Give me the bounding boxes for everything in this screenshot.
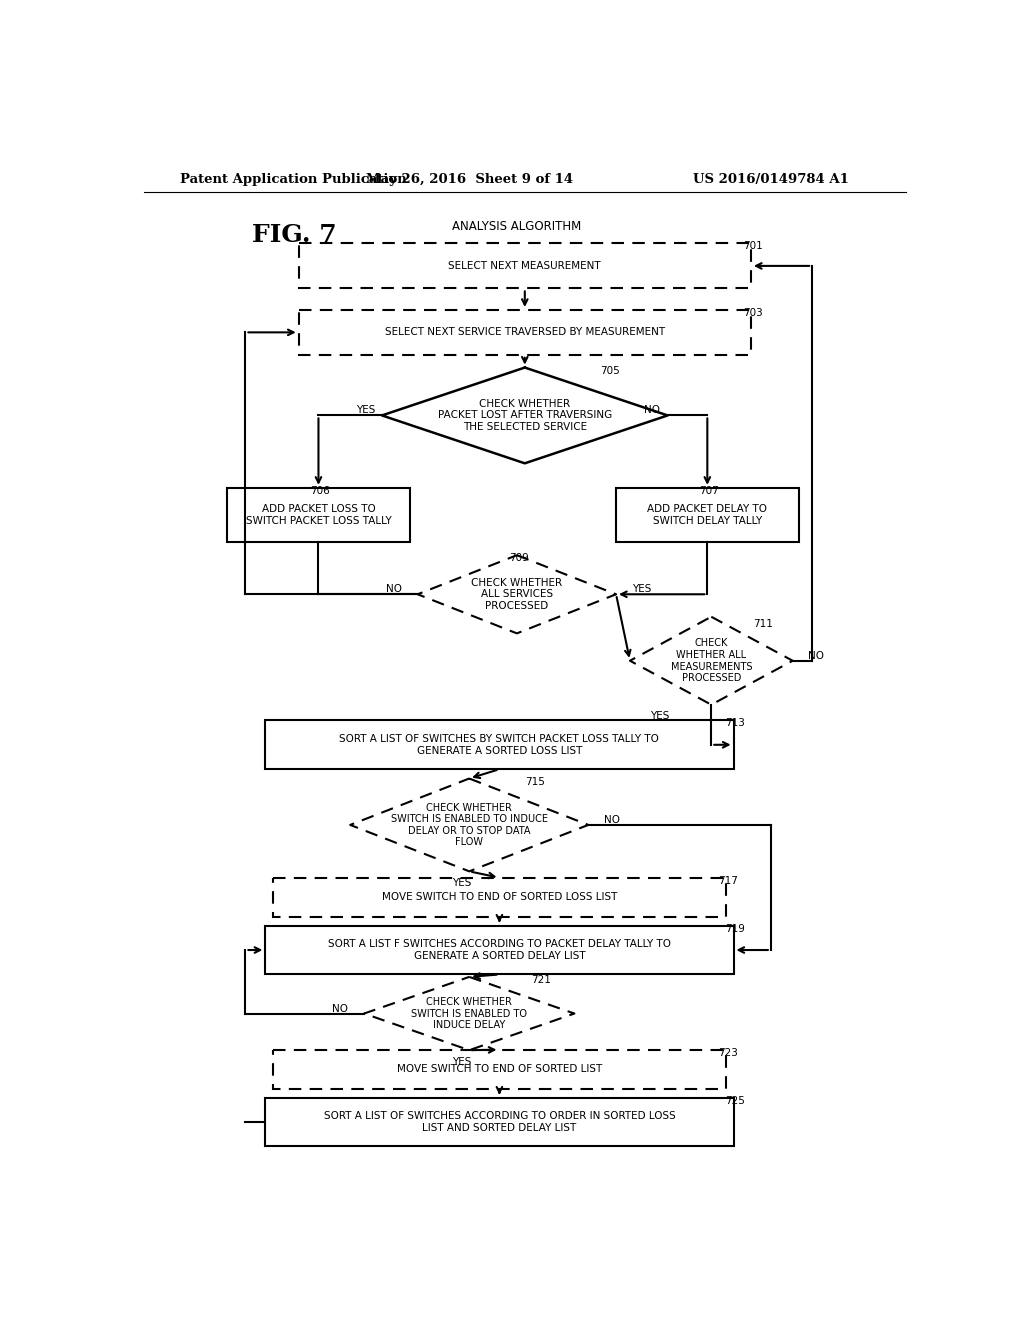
Text: Patent Application Publication: Patent Application Publication xyxy=(179,173,407,186)
Bar xyxy=(273,878,726,917)
Text: CHECK WHETHER
SWITCH IS ENABLED TO
INDUCE DELAY: CHECK WHETHER SWITCH IS ENABLED TO INDUC… xyxy=(412,997,527,1030)
Text: YES: YES xyxy=(632,585,651,594)
Bar xyxy=(265,1098,733,1147)
Text: FIG. 7: FIG. 7 xyxy=(252,223,337,247)
Text: CHECK WHETHER
PACKET LOST AFTER TRAVERSING
THE SELECTED SERVICE: CHECK WHETHER PACKET LOST AFTER TRAVERSI… xyxy=(437,399,612,432)
Text: US 2016/0149784 A1: US 2016/0149784 A1 xyxy=(693,173,849,186)
Text: ANALYSIS ALGORITHM: ANALYSIS ALGORITHM xyxy=(453,220,582,234)
Text: 713: 713 xyxy=(726,718,745,729)
Text: SELECT NEXT MEASUREMENT: SELECT NEXT MEASUREMENT xyxy=(449,261,601,271)
Text: 721: 721 xyxy=(530,975,551,985)
Text: YES: YES xyxy=(356,404,376,414)
Text: NO: NO xyxy=(604,814,621,825)
Text: NO: NO xyxy=(332,1003,348,1014)
Bar xyxy=(299,243,751,288)
Text: 711: 711 xyxy=(753,619,773,628)
Text: 719: 719 xyxy=(726,924,745,933)
Bar xyxy=(273,1049,726,1089)
Text: 715: 715 xyxy=(524,776,545,787)
Text: CHECK WHETHER
ALL SERVICES
PROCESSED: CHECK WHETHER ALL SERVICES PROCESSED xyxy=(471,578,562,611)
Bar xyxy=(227,488,410,543)
Text: CHECK WHETHER
SWITCH IS ENABLED TO INDUCE
DELAY OR TO STOP DATA
FLOW: CHECK WHETHER SWITCH IS ENABLED TO INDUC… xyxy=(391,803,548,847)
Bar xyxy=(265,925,733,974)
Text: ADD PACKET LOSS TO
SWITCH PACKET LOSS TALLY: ADD PACKET LOSS TO SWITCH PACKET LOSS TA… xyxy=(246,504,391,525)
Text: 717: 717 xyxy=(718,875,737,886)
Text: MOVE SWITCH TO END OF SORTED LIST: MOVE SWITCH TO END OF SORTED LIST xyxy=(396,1064,602,1074)
Text: SELECT NEXT SERVICE TRAVERSED BY MEASUREMENT: SELECT NEXT SERVICE TRAVERSED BY MEASURE… xyxy=(385,327,665,338)
Text: 725: 725 xyxy=(726,1096,745,1106)
Text: SORT A LIST OF SWITCHES BY SWITCH PACKET LOSS TALLY TO
GENERATE A SORTED LOSS LI: SORT A LIST OF SWITCHES BY SWITCH PACKET… xyxy=(340,734,659,755)
Text: YES: YES xyxy=(452,878,471,888)
Text: May 26, 2016  Sheet 9 of 14: May 26, 2016 Sheet 9 of 14 xyxy=(366,173,572,186)
Text: ADD PACKET DELAY TO
SWITCH DELAY TALLY: ADD PACKET DELAY TO SWITCH DELAY TALLY xyxy=(647,504,767,525)
Text: 707: 707 xyxy=(699,486,719,496)
Text: 701: 701 xyxy=(743,242,763,252)
Text: CHECK
WHETHER ALL
MEASUREMENTS
PROCESSED: CHECK WHETHER ALL MEASUREMENTS PROCESSED xyxy=(671,639,752,684)
Text: NO: NO xyxy=(644,404,659,414)
Bar xyxy=(265,721,733,770)
Text: SORT A LIST F SWITCHES ACCORDING TO PACKET DELAY TALLY TO
GENERATE A SORTED DELA: SORT A LIST F SWITCHES ACCORDING TO PACK… xyxy=(328,940,671,961)
Bar xyxy=(299,310,751,355)
Text: YES: YES xyxy=(650,711,670,722)
Text: 705: 705 xyxy=(600,366,620,376)
Text: 723: 723 xyxy=(718,1048,737,1057)
Text: NO: NO xyxy=(809,651,824,661)
Text: 703: 703 xyxy=(743,308,763,318)
Text: MOVE SWITCH TO END OF SORTED LOSS LIST: MOVE SWITCH TO END OF SORTED LOSS LIST xyxy=(382,892,617,903)
Text: NO: NO xyxy=(386,585,401,594)
Bar xyxy=(616,488,799,543)
Text: SORT A LIST OF SWITCHES ACCORDING TO ORDER IN SORTED LOSS
LIST AND SORTED DELAY : SORT A LIST OF SWITCHES ACCORDING TO ORD… xyxy=(324,1111,675,1133)
Text: 709: 709 xyxy=(509,553,528,564)
Text: 706: 706 xyxy=(310,486,331,496)
Text: YES: YES xyxy=(452,1057,471,1067)
